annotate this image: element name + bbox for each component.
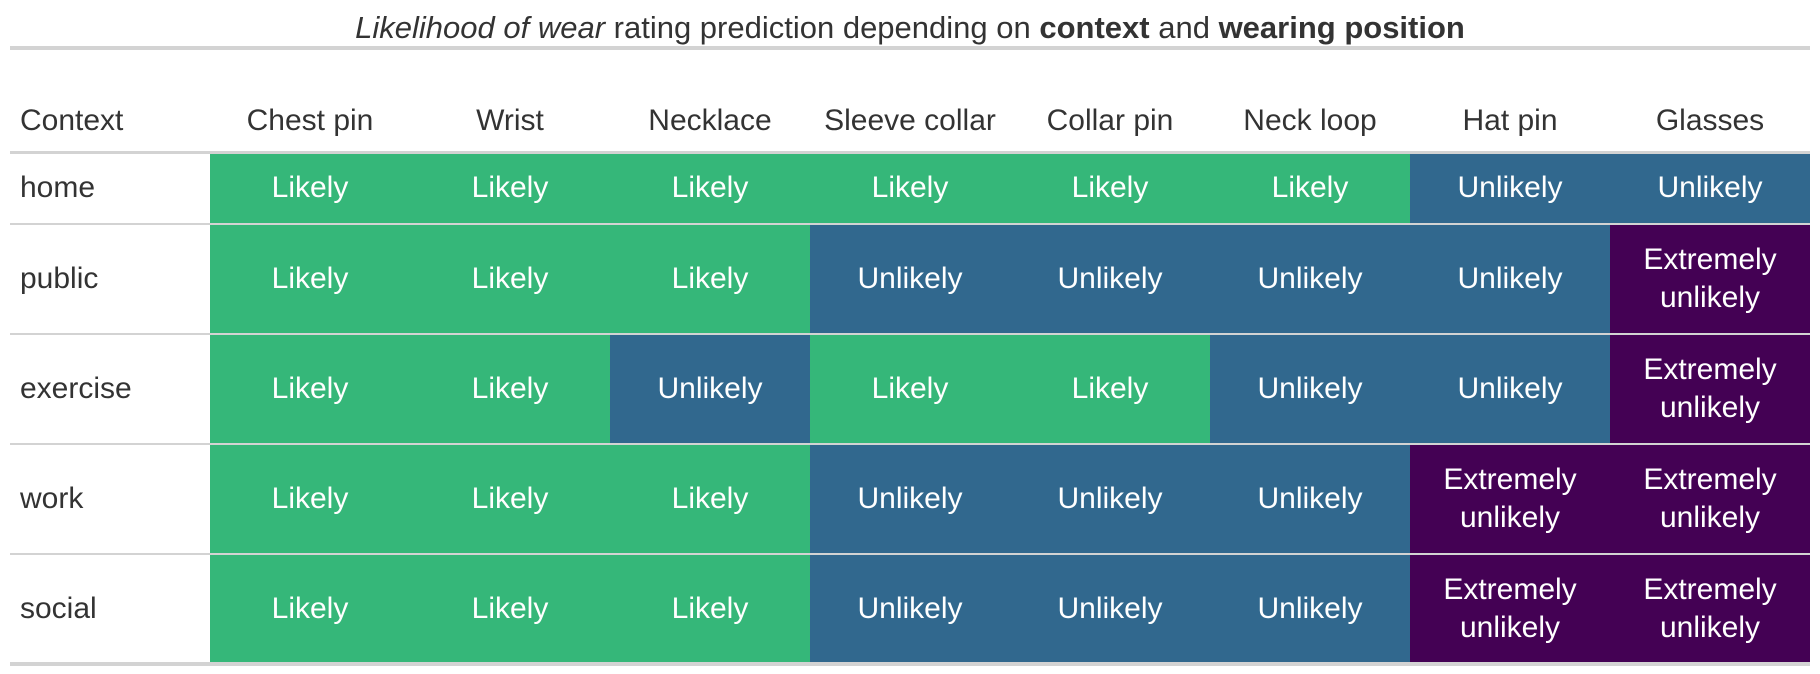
rating-cell: Unlikely — [1210, 554, 1410, 666]
rating-cell: Extremely unlikely — [1610, 334, 1810, 445]
rating-cell: Likely — [410, 152, 610, 225]
column-header: Hat pin — [1410, 46, 1610, 154]
chart-title: Likelihood of wear rating prediction dep… — [0, 4, 1820, 52]
rating-cell: Likely — [410, 334, 610, 445]
rating-cell: Likely — [810, 152, 1010, 225]
column-header: Collar pin — [1010, 46, 1210, 154]
rating-cell: Likely — [1210, 152, 1410, 225]
rating-cell: Unlikely — [1010, 444, 1210, 555]
rating-cell: Unlikely — [1410, 334, 1610, 445]
rating-cell: Likely — [210, 444, 410, 555]
table-row: home Likely Likely Likely Likely Likely Likely… — [10, 152, 1810, 225]
rating-cell: Unlikely — [1410, 152, 1610, 225]
rating-cell: Likely — [210, 224, 410, 335]
column-header-context: Context — [10, 46, 210, 154]
column-header: Chest pin — [210, 46, 410, 154]
rating-cell: Likely — [410, 224, 610, 335]
title-bold-position: wearing position — [1218, 10, 1465, 45]
rating-cell: Likely — [610, 152, 810, 225]
rating-cell: Extremely unlikely — [1610, 554, 1810, 666]
rating-cell: Unlikely — [1410, 224, 1610, 335]
rating-cell: Extremely unlikely — [1610, 444, 1810, 555]
rating-cell: Likely — [1010, 152, 1210, 225]
rating-cell: Likely — [1010, 334, 1210, 445]
rating-cell: Likely — [210, 152, 410, 225]
rating-cell: Unlikely — [610, 334, 810, 445]
row-label: public — [10, 224, 210, 335]
rating-cell: Likely — [610, 554, 810, 666]
column-header: Wrist — [410, 46, 610, 154]
rating-cell: Unlikely — [1210, 444, 1410, 555]
rating-cell: Extremely unlikely — [1410, 444, 1610, 555]
rating-cell: Unlikely — [1010, 554, 1210, 666]
rating-cell: Unlikely — [810, 444, 1010, 555]
column-header: Glasses — [1610, 46, 1810, 154]
rating-cell: Unlikely — [1210, 224, 1410, 335]
table-body: home Likely Likely Likely Likely Likely Likely… — [10, 152, 1810, 666]
rating-cell: Extremely unlikely — [1410, 554, 1610, 666]
table-row: public Likely Likely Likely Unlikely Unlikely… — [10, 224, 1810, 335]
rating-cell: Unlikely — [810, 224, 1010, 335]
rating-cell: Likely — [410, 444, 610, 555]
table-row: exercise Likely Likely Unlikely Likely Likely… — [10, 334, 1810, 445]
rating-cell: Likely — [210, 334, 410, 445]
row-label: home — [10, 152, 210, 225]
title-italic-part: Likelihood of wear — [355, 10, 606, 45]
rating-cell: Unlikely — [1610, 152, 1810, 225]
column-header: Sleeve collar — [810, 46, 1010, 154]
column-header: Necklace — [610, 46, 810, 154]
table-row: work Likely Likely Likely Unlikely Unlikely Un… — [10, 444, 1810, 555]
rating-cell: Likely — [610, 224, 810, 335]
rating-cell: Unlikely — [810, 554, 1010, 666]
likelihood-table: Context Chest pin Wrist Necklace Sleeve … — [10, 46, 1810, 666]
table-row: social Likely Likely Likely Unlikely Unlikely… — [10, 554, 1810, 666]
rating-cell: Likely — [210, 554, 410, 666]
rating-cell: Likely — [610, 444, 810, 555]
header-row: Context Chest pin Wrist Necklace Sleeve … — [10, 46, 1810, 154]
row-label: social — [10, 554, 210, 666]
rating-cell: Likely — [810, 334, 1010, 445]
title-bold-context: context — [1039, 10, 1150, 45]
rating-cell: Extremely unlikely — [1610, 224, 1810, 335]
rating-cell: Unlikely — [1210, 334, 1410, 445]
column-header: Neck loop — [1210, 46, 1410, 154]
title-part-2: rating prediction depending on — [605, 10, 1040, 45]
row-label: work — [10, 444, 210, 555]
rating-cell: Unlikely — [1010, 224, 1210, 335]
title-part-4: and — [1149, 10, 1219, 45]
rating-cell: Likely — [410, 554, 610, 666]
row-label: exercise — [10, 334, 210, 445]
